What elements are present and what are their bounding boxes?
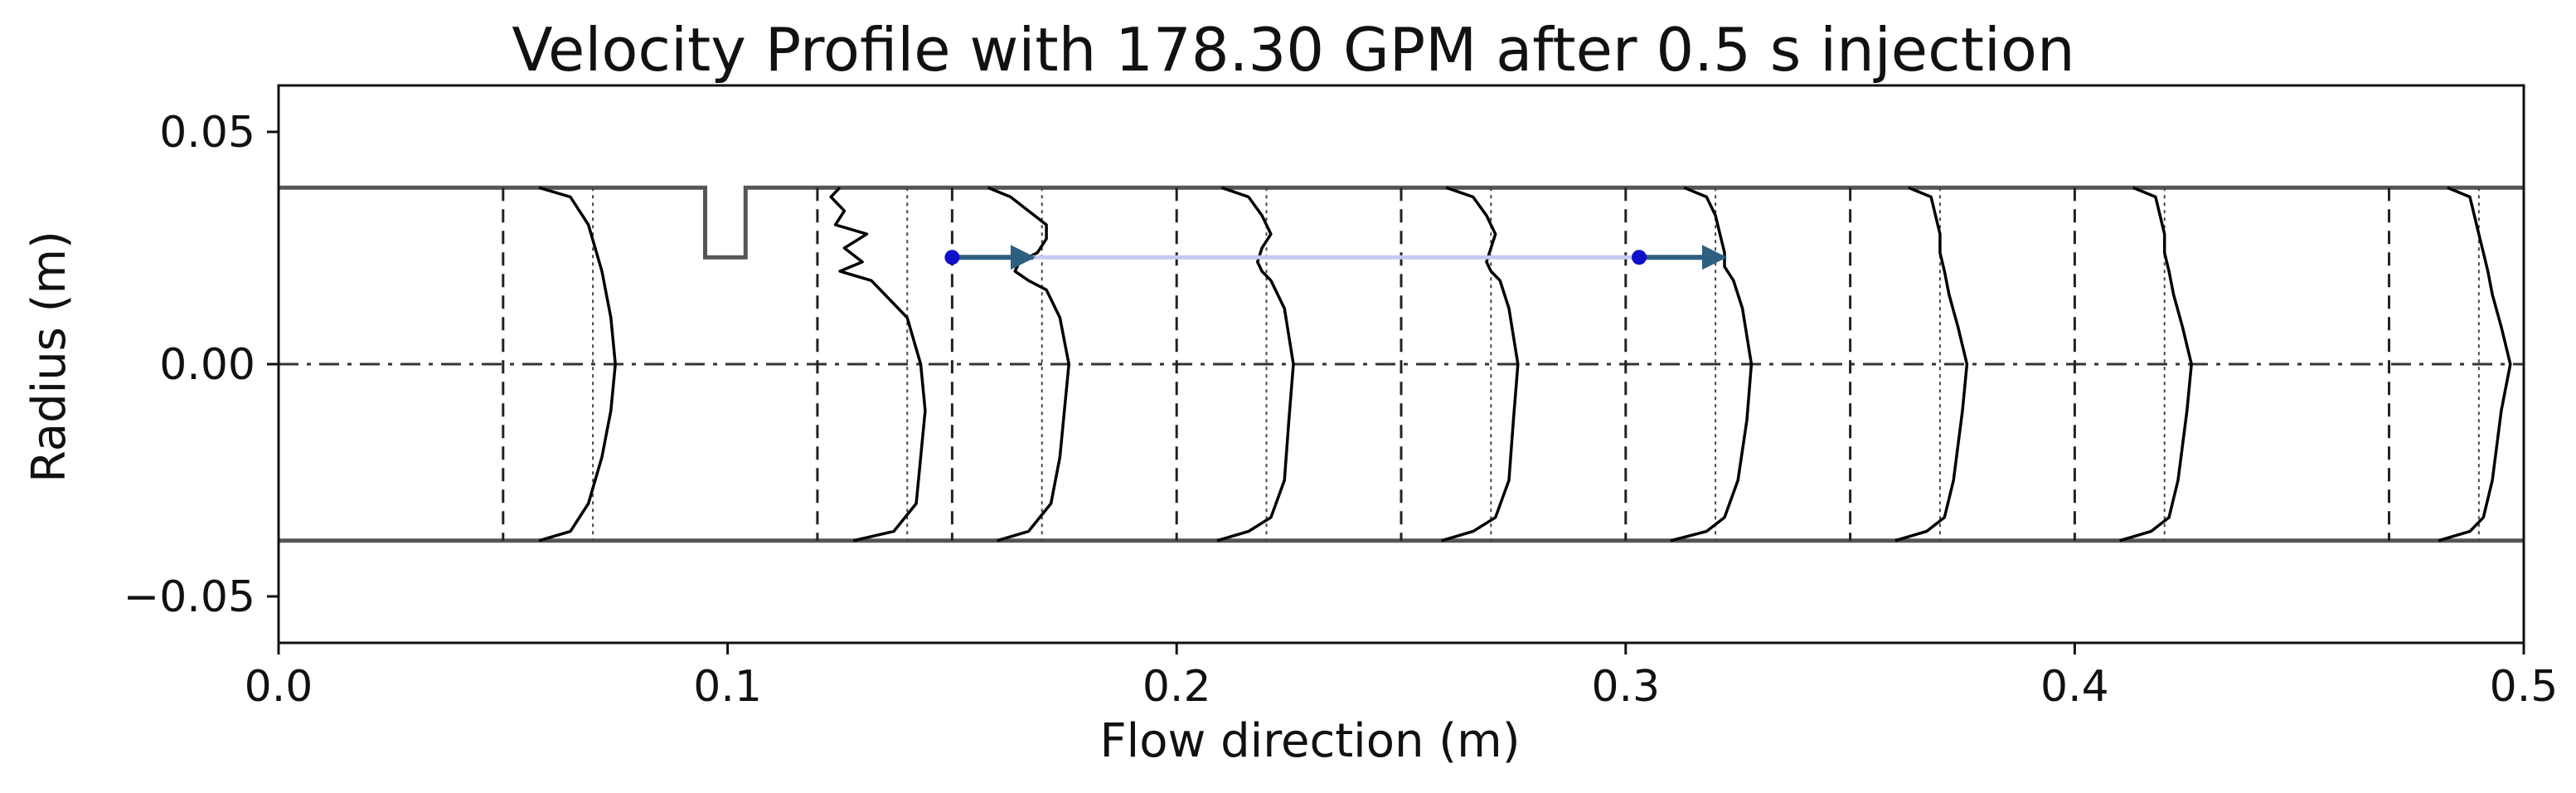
velocity-profile-3 [987, 186, 1070, 542]
velocity-profile-1 [538, 186, 617, 542]
y-tick-label-2: 0.05 [159, 108, 255, 158]
y-tick-label-0: −0.05 [124, 572, 255, 622]
velocity-profile-8 [2119, 186, 2193, 542]
velocity-profile-9 [2438, 186, 2512, 542]
velocity-profile-6 [1670, 186, 1754, 542]
x-axis-label: Flow direction (m) [1099, 714, 1520, 768]
velocity-profile-7 [1894, 186, 1969, 542]
chart-title: Velocity Profile with 178.30 GPM after 0… [512, 15, 2074, 85]
x-tick-label-1: 0.1 [693, 662, 762, 712]
y-axis-label: Radius (m) [22, 231, 76, 483]
x-tick-label-3: 0.3 [1591, 662, 1660, 712]
velocity-arrow-tail-2 [1632, 250, 1647, 265]
x-tick-label-5: 0.5 [2490, 662, 2559, 712]
x-tick-label-0: 0.0 [245, 662, 313, 712]
x-tick-label-2: 0.2 [1142, 662, 1211, 712]
x-axis-ticks: 0.0 0.1 0.2 0.3 0.4 0.5 [245, 643, 2559, 712]
velocity-profile-2 [829, 186, 927, 542]
velocity-profile-4 [1216, 186, 1295, 542]
y-axis-ticks: −0.05 0.00 0.05 [124, 108, 279, 622]
x-tick-label-4: 0.4 [2040, 662, 2109, 712]
velocity-arrow-tail-1 [944, 250, 960, 265]
plot-area [277, 84, 2525, 645]
velocity-profile-5 [1441, 186, 1520, 542]
y-tick-label-1: 0.00 [159, 340, 255, 390]
